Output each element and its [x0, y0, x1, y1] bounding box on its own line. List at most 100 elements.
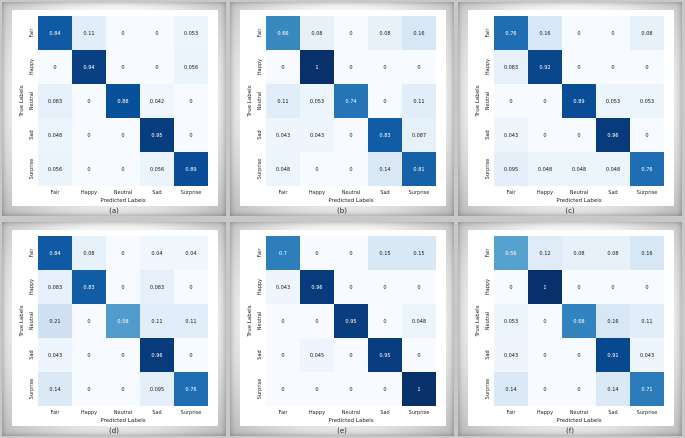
cell-value-label: 0.16 [641, 251, 652, 257]
heatmap-cell [334, 236, 368, 270]
cell-value-label: 0.14 [505, 387, 516, 393]
cell-value-label: 0.11 [83, 31, 94, 37]
heatmap-cell [562, 372, 596, 406]
y-tick-label: Surprise [257, 379, 263, 400]
x-tick-label: Happy [537, 410, 553, 416]
heatmap-cell [596, 84, 630, 118]
confusion-matrix-panel-b: (b) 0.66 0.08 0 0.08 0.16 0 1 0 0 0 0.11 0.053 0.74 0… [230, 2, 454, 216]
heatmap-cell [334, 118, 368, 152]
cell-value-label: 0.11 [413, 99, 424, 105]
cell-value-label: 0.88 [117, 99, 128, 105]
cell-value-label: 0.96 [311, 285, 322, 291]
heatmap-cell [630, 372, 664, 406]
x-tick-label: Fair [507, 410, 517, 416]
y-tick-label: Sad [257, 350, 263, 359]
heatmap-cell [266, 338, 300, 372]
cell-value-label: 0.16 [413, 31, 424, 37]
cell-value-label: 0.11 [185, 319, 196, 325]
heatmap-cell [174, 372, 208, 406]
heatmap-cell [402, 236, 436, 270]
y-tick-label: Sad [257, 130, 263, 139]
cell-value-label: 0.11 [277, 99, 288, 105]
cell-value-label: 0.94 [83, 65, 94, 71]
heatmap-cell [494, 270, 528, 304]
heatmap-cell [528, 372, 562, 406]
y-tick-label: Neutral [257, 92, 263, 110]
heatmap-cell [528, 118, 562, 152]
cell-value-label: 0 [611, 285, 614, 291]
heatmap-cell [494, 152, 528, 186]
cell-value-label: 0 [383, 387, 386, 393]
heatmap-cell [38, 84, 72, 118]
cell-value-label: 0 [417, 285, 420, 291]
cell-value-label: 0.84 [49, 251, 60, 257]
y-tick-label: Neutral [485, 92, 491, 110]
y-tick-label: Surprise [29, 159, 35, 180]
heatmap-cell [300, 236, 334, 270]
heatmap-cell [106, 372, 140, 406]
heatmap-svg: 0.84 0.08 0 0.04 0.04 0.083 0.83 0 0.083 0 0.21 0 0.… [19, 236, 208, 424]
y-tick-label: Happy [29, 59, 35, 75]
cell-value-label: 0 [121, 353, 124, 359]
heatmap-svg: 0.66 0.08 0 0.08 0.16 0 1 0 0 0 0.11 0.053 0.74 0 0.11… [247, 16, 436, 204]
cell-value-label: 0.056 [150, 167, 164, 173]
heatmap-cell [402, 372, 436, 406]
cell-value-label: 0.56 [505, 251, 516, 257]
heatmap-cell [368, 236, 402, 270]
heatmap-cell [562, 338, 596, 372]
heatmap-cell [562, 236, 596, 270]
cell-value-label: 0.83 [379, 133, 390, 139]
x-tick-label: Fair [507, 190, 517, 196]
y-tick-label: Surprise [485, 159, 491, 180]
heatmap-cell [494, 372, 528, 406]
cell-value-label: 0 [315, 319, 318, 325]
y-tick-label: Neutral [29, 312, 35, 330]
confusion-matrix-panel-f: (f) 0.56 0.12 0.08 0.08 0.16 0 1 0 0 0 0.053 0 0.68 0… [458, 222, 682, 436]
cell-value-label: 0 [121, 133, 124, 139]
heatmap-cell [174, 152, 208, 186]
confusion-matrix-panel-a: (a) 0.84 0.11 0 0 0.053 0 0.94 0 0 0.056 0.083 0 0.8… [2, 2, 226, 216]
heatmap-cell [140, 372, 174, 406]
y-tick-label: Neutral [485, 312, 491, 330]
heatmap-cell [72, 16, 106, 50]
cell-value-label: 0 [281, 353, 284, 359]
heatmap-cell [140, 50, 174, 84]
heatmap-cell [596, 372, 630, 406]
y-tick-label: Fair [29, 248, 35, 258]
cell-value-label: 0 [155, 65, 158, 71]
heatmap-cell [174, 16, 208, 50]
heatmap-cell [630, 236, 664, 270]
cell-value-label: 0.08 [83, 251, 94, 257]
cell-value-label: 0 [349, 133, 352, 139]
heatmap-cell [630, 118, 664, 152]
cell-value-label: 0 [121, 285, 124, 291]
x-tick-label: Surprise [637, 190, 658, 196]
heatmap-cell [140, 338, 174, 372]
cell-value-label: 0.056 [184, 65, 198, 71]
heatmap-cell [72, 50, 106, 84]
x-tick-label: Neutral [114, 190, 132, 196]
panel-caption: (d) [109, 427, 119, 435]
cell-value-label: 0.053 [310, 99, 324, 105]
cell-value-label: 0 [383, 65, 386, 71]
confusion-matrix-panel-e: (e) 0.7 0 0 0.15 0.15 0.043 0.96 0 0 0 0 0 0.95 0 0.04… [230, 222, 454, 436]
heatmap-cell [140, 236, 174, 270]
cell-value-label: 0 [87, 353, 90, 359]
panel-caption: (a) [109, 207, 119, 215]
heatmap-cell [562, 84, 596, 118]
heatmap-cell [562, 270, 596, 304]
heatmap-cell [494, 118, 528, 152]
x-axis-label: Predicted Labels [328, 418, 373, 424]
heatmap-cell [528, 304, 562, 338]
cell-value-label: 0.053 [504, 319, 518, 325]
x-axis-label: Predicted Labels [328, 198, 373, 204]
cell-value-label: 0 [121, 387, 124, 393]
x-tick-label: Sad [380, 410, 389, 416]
heatmap-cell [334, 338, 368, 372]
y-axis-label: True Labels [475, 305, 481, 337]
cell-value-label: 0 [281, 387, 284, 393]
heatmap-cell [38, 304, 72, 338]
cell-value-label: 0.043 [48, 353, 62, 359]
heatmap-cell [368, 304, 402, 338]
heatmap-cell [528, 84, 562, 118]
